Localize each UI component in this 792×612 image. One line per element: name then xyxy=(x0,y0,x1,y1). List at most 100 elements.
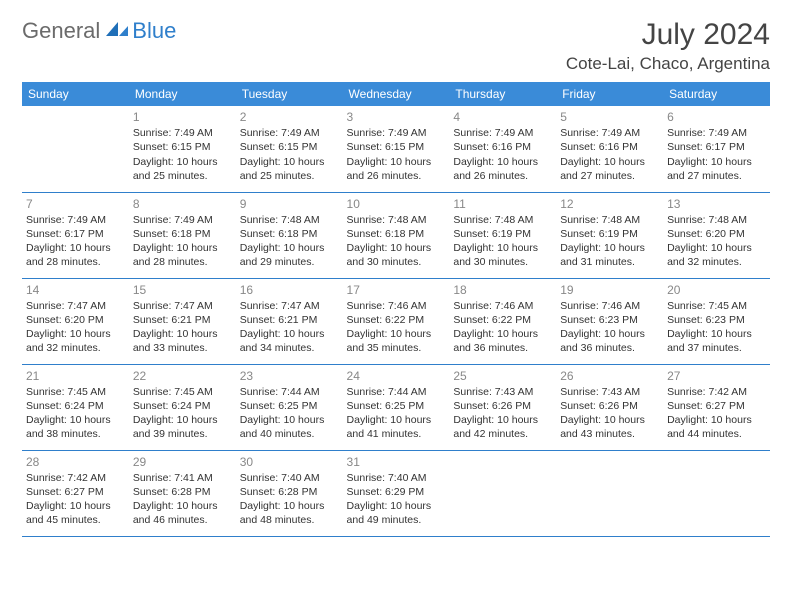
day-number: 19 xyxy=(560,282,659,298)
sunrise-text: Sunrise: 7:49 AM xyxy=(133,213,232,227)
day-number: 4 xyxy=(453,109,552,125)
sunrise-text: Sunrise: 7:48 AM xyxy=(347,213,446,227)
calendar-cell: 29Sunrise: 7:41 AMSunset: 6:28 PMDayligh… xyxy=(129,450,236,536)
calendar-cell: 12Sunrise: 7:48 AMSunset: 6:19 PMDayligh… xyxy=(556,192,663,278)
calendar-cell-empty xyxy=(663,450,770,536)
daylight-text: and 36 minutes. xyxy=(453,341,552,355)
day-number: 23 xyxy=(240,368,339,384)
sunrise-text: Sunrise: 7:42 AM xyxy=(26,471,125,485)
sunset-text: Sunset: 6:20 PM xyxy=(26,313,125,327)
calendar-cell: 26Sunrise: 7:43 AMSunset: 6:26 PMDayligh… xyxy=(556,364,663,450)
sunset-text: Sunset: 6:25 PM xyxy=(347,399,446,413)
day-number: 14 xyxy=(26,282,125,298)
day-number: 15 xyxy=(133,282,232,298)
calendar-cell: 17Sunrise: 7:46 AMSunset: 6:22 PMDayligh… xyxy=(343,278,450,364)
daylight-text: and 25 minutes. xyxy=(240,169,339,183)
daylight-text: Daylight: 10 hours xyxy=(667,413,766,427)
sunset-text: Sunset: 6:18 PM xyxy=(133,227,232,241)
day-number: 5 xyxy=(560,109,659,125)
sunset-text: Sunset: 6:22 PM xyxy=(347,313,446,327)
sunset-text: Sunset: 6:15 PM xyxy=(347,140,446,154)
daylight-text: and 37 minutes. xyxy=(667,341,766,355)
calendar-cell: 19Sunrise: 7:46 AMSunset: 6:23 PMDayligh… xyxy=(556,278,663,364)
calendar-cell: 6Sunrise: 7:49 AMSunset: 6:17 PMDaylight… xyxy=(663,106,770,192)
day-number: 16 xyxy=(240,282,339,298)
sunrise-text: Sunrise: 7:49 AM xyxy=(240,126,339,140)
daylight-text: and 38 minutes. xyxy=(26,427,125,441)
sunset-text: Sunset: 6:29 PM xyxy=(347,485,446,499)
day-number: 21 xyxy=(26,368,125,384)
sunrise-text: Sunrise: 7:44 AM xyxy=(347,385,446,399)
sunrise-text: Sunrise: 7:43 AM xyxy=(560,385,659,399)
day-number: 10 xyxy=(347,196,446,212)
daylight-text: and 41 minutes. xyxy=(347,427,446,441)
daylight-text: Daylight: 10 hours xyxy=(347,413,446,427)
sunrise-text: Sunrise: 7:49 AM xyxy=(26,213,125,227)
daylight-text: Daylight: 10 hours xyxy=(240,499,339,513)
daylight-text: Daylight: 10 hours xyxy=(560,327,659,341)
sunset-text: Sunset: 6:16 PM xyxy=(560,140,659,154)
daylight-text: and 44 minutes. xyxy=(667,427,766,441)
sunset-text: Sunset: 6:27 PM xyxy=(667,399,766,413)
day-number: 13 xyxy=(667,196,766,212)
calendar-cell: 3Sunrise: 7:49 AMSunset: 6:15 PMDaylight… xyxy=(343,106,450,192)
calendar-cell: 11Sunrise: 7:48 AMSunset: 6:19 PMDayligh… xyxy=(449,192,556,278)
daylight-text: Daylight: 10 hours xyxy=(347,327,446,341)
daylight-text: and 30 minutes. xyxy=(453,255,552,269)
daylight-text: and 34 minutes. xyxy=(240,341,339,355)
calendar-cell: 30Sunrise: 7:40 AMSunset: 6:28 PMDayligh… xyxy=(236,450,343,536)
sunset-text: Sunset: 6:16 PM xyxy=(453,140,552,154)
sunset-text: Sunset: 6:26 PM xyxy=(453,399,552,413)
calendar-cell: 27Sunrise: 7:42 AMSunset: 6:27 PMDayligh… xyxy=(663,364,770,450)
daylight-text: Daylight: 10 hours xyxy=(133,241,232,255)
calendar-cell: 20Sunrise: 7:45 AMSunset: 6:23 PMDayligh… xyxy=(663,278,770,364)
sunset-text: Sunset: 6:25 PM xyxy=(240,399,339,413)
logo-text-general: General xyxy=(22,18,100,44)
sunset-text: Sunset: 6:18 PM xyxy=(347,227,446,241)
daylight-text: Daylight: 10 hours xyxy=(347,241,446,255)
daylight-text: and 43 minutes. xyxy=(560,427,659,441)
sunset-text: Sunset: 6:17 PM xyxy=(26,227,125,241)
day-number: 22 xyxy=(133,368,232,384)
daylight-text: and 27 minutes. xyxy=(560,169,659,183)
sunset-text: Sunset: 6:23 PM xyxy=(560,313,659,327)
daylight-text: Daylight: 10 hours xyxy=(667,327,766,341)
daylight-text: Daylight: 10 hours xyxy=(26,327,125,341)
sunrise-text: Sunrise: 7:48 AM xyxy=(560,213,659,227)
calendar-cell: 25Sunrise: 7:43 AMSunset: 6:26 PMDayligh… xyxy=(449,364,556,450)
daylight-text: and 27 minutes. xyxy=(667,169,766,183)
daylight-text: Daylight: 10 hours xyxy=(560,413,659,427)
calendar-cell: 16Sunrise: 7:47 AMSunset: 6:21 PMDayligh… xyxy=(236,278,343,364)
weekday-header: Saturday xyxy=(663,82,770,106)
daylight-text: Daylight: 10 hours xyxy=(26,499,125,513)
daylight-text: and 36 minutes. xyxy=(560,341,659,355)
calendar-head: SundayMondayTuesdayWednesdayThursdayFrid… xyxy=(22,82,770,106)
sunset-text: Sunset: 6:19 PM xyxy=(453,227,552,241)
daylight-text: and 49 minutes. xyxy=(347,513,446,527)
daylight-text: and 26 minutes. xyxy=(347,169,446,183)
daylight-text: and 32 minutes. xyxy=(667,255,766,269)
day-number: 3 xyxy=(347,109,446,125)
daylight-text: Daylight: 10 hours xyxy=(26,241,125,255)
logo: General Blue xyxy=(22,18,176,44)
sunset-text: Sunset: 6:18 PM xyxy=(240,227,339,241)
sunrise-text: Sunrise: 7:49 AM xyxy=(133,126,232,140)
sunset-text: Sunset: 6:26 PM xyxy=(560,399,659,413)
day-number: 12 xyxy=(560,196,659,212)
location: Cote-Lai, Chaco, Argentina xyxy=(566,54,770,74)
month-title: July 2024 xyxy=(566,18,770,52)
calendar-cell: 13Sunrise: 7:48 AMSunset: 6:20 PMDayligh… xyxy=(663,192,770,278)
daylight-text: Daylight: 10 hours xyxy=(26,413,125,427)
calendar-row: 1Sunrise: 7:49 AMSunset: 6:15 PMDaylight… xyxy=(22,106,770,192)
day-number: 25 xyxy=(453,368,552,384)
sunset-text: Sunset: 6:21 PM xyxy=(133,313,232,327)
calendar-row: 21Sunrise: 7:45 AMSunset: 6:24 PMDayligh… xyxy=(22,364,770,450)
sunrise-text: Sunrise: 7:47 AM xyxy=(26,299,125,313)
day-number: 30 xyxy=(240,454,339,470)
calendar-cell: 2Sunrise: 7:49 AMSunset: 6:15 PMDaylight… xyxy=(236,106,343,192)
sunset-text: Sunset: 6:17 PM xyxy=(667,140,766,154)
day-number: 2 xyxy=(240,109,339,125)
day-number: 6 xyxy=(667,109,766,125)
daylight-text: and 35 minutes. xyxy=(347,341,446,355)
daylight-text: and 29 minutes. xyxy=(240,255,339,269)
